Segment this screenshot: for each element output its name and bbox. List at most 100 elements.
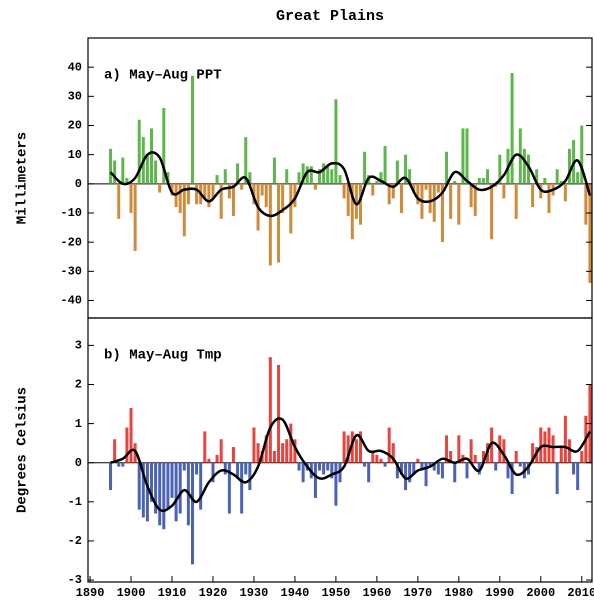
- bar: [334, 462, 338, 506]
- bar: [219, 183, 223, 219]
- bar: [469, 183, 473, 208]
- x-tick-label: 1940: [281, 586, 310, 600]
- bar: [121, 157, 125, 184]
- panel-frame: [87, 317, 593, 583]
- panel-label: a) May–Aug PPT: [104, 68, 222, 84]
- bar: [502, 183, 506, 199]
- bar: [399, 183, 403, 213]
- bar: [399, 462, 403, 475]
- bar: [129, 183, 133, 213]
- bar: [207, 183, 211, 208]
- bar: [514, 183, 518, 219]
- bar: [465, 128, 469, 184]
- bar: [432, 183, 436, 222]
- bar: [391, 183, 395, 199]
- bar: [445, 151, 449, 184]
- bar: [211, 462, 215, 483]
- bar: [473, 183, 477, 216]
- bar: [371, 450, 375, 463]
- y-tick-label: 1: [75, 417, 82, 431]
- x-tick-label: 1930: [240, 586, 269, 600]
- bar: [207, 458, 211, 463]
- bar: [236, 163, 240, 184]
- y-axis-label: Millimeters: [15, 132, 31, 224]
- bar: [350, 183, 354, 240]
- bar: [190, 462, 194, 565]
- bar: [330, 462, 334, 479]
- bar: [166, 462, 170, 510]
- bar: [416, 183, 420, 205]
- bar: [572, 462, 576, 475]
- x-tick-label: 1890: [76, 586, 105, 600]
- bar: [457, 435, 461, 463]
- bar: [383, 462, 387, 467]
- bar: [170, 462, 174, 498]
- bar: [481, 178, 485, 184]
- x-tick-label: 1910: [158, 586, 187, 600]
- bar: [326, 166, 330, 184]
- bar: [322, 462, 326, 475]
- bar: [481, 450, 485, 463]
- bar: [277, 183, 281, 263]
- bar: [342, 431, 346, 463]
- bar: [367, 462, 371, 483]
- bar: [145, 154, 149, 184]
- bar: [256, 443, 260, 463]
- bar: [531, 183, 535, 208]
- bar: [199, 462, 203, 510]
- bar: [375, 180, 379, 184]
- bar: [272, 450, 276, 463]
- bar: [285, 439, 289, 463]
- x-tick-label: 2010: [567, 586, 594, 600]
- bar: [264, 435, 268, 463]
- y-tick-label: 30: [68, 90, 82, 104]
- bar: [190, 75, 194, 184]
- y-tick-label: -40: [60, 294, 82, 308]
- bar: [195, 462, 199, 475]
- bar: [518, 462, 522, 467]
- bar: [514, 450, 518, 463]
- bar: [559, 447, 563, 463]
- bar: [244, 137, 248, 184]
- bar: [391, 443, 395, 463]
- bar: [363, 462, 367, 467]
- y-tick-label: 3: [75, 339, 82, 353]
- bar: [494, 462, 498, 471]
- bar: [117, 462, 121, 467]
- x-tick-label: 1950: [321, 586, 350, 600]
- bar: [588, 183, 592, 283]
- bar: [567, 148, 571, 184]
- bar: [465, 462, 469, 479]
- bar: [432, 462, 436, 471]
- bar: [281, 443, 285, 463]
- bar: [285, 169, 289, 184]
- bar: [563, 183, 567, 202]
- bar: [412, 183, 416, 193]
- bar: [182, 462, 186, 471]
- bar: [186, 183, 190, 205]
- bar: [490, 183, 494, 240]
- bar: [178, 183, 182, 213]
- bar: [248, 462, 252, 491]
- y-tick-label: -20: [60, 235, 82, 249]
- bar: [133, 183, 137, 251]
- bar: [576, 462, 580, 491]
- bar: [354, 183, 358, 219]
- bar: [354, 439, 358, 463]
- bar: [203, 183, 207, 199]
- bar: [551, 435, 555, 463]
- bar: [277, 364, 281, 463]
- bar: [264, 183, 268, 208]
- bar: [555, 462, 559, 494]
- bar: [268, 357, 272, 463]
- bar: [174, 462, 178, 522]
- x-tick-label: 1960: [362, 586, 391, 600]
- bar: [268, 183, 272, 266]
- x-tick-label: 1900: [117, 586, 146, 600]
- y-tick-label: 20: [68, 119, 82, 133]
- bar: [408, 169, 412, 184]
- bar: [301, 462, 305, 483]
- bar: [109, 462, 113, 491]
- bar: [420, 462, 424, 471]
- bar: [379, 172, 383, 184]
